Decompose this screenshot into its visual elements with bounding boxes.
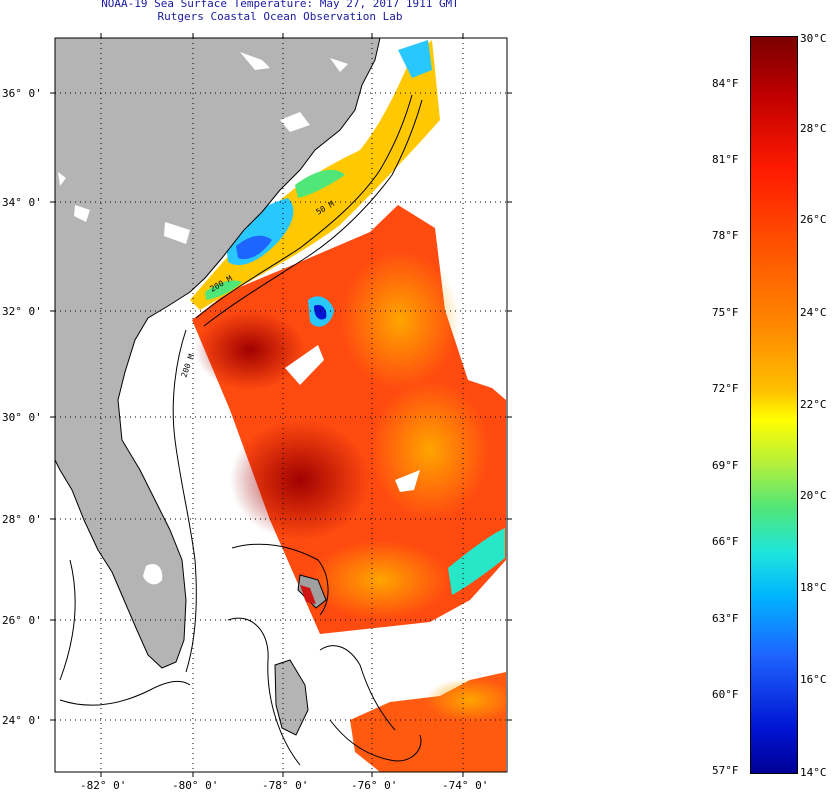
colorbar-fahrenheit-label: 69°F xyxy=(712,459,739,472)
colorbar-celsius-label: 16°C xyxy=(800,673,827,686)
colorbar-fahrenheit-label: 75°F xyxy=(712,306,739,319)
graticule xyxy=(55,38,507,772)
lat-label-30: 30° 0' xyxy=(2,411,42,424)
lat-label-26: 26° 0' xyxy=(2,614,42,627)
colorbar-fahrenheit-label: 57°F xyxy=(712,764,739,777)
sst-swath xyxy=(192,205,507,772)
map-title: NOAA-19 Sea Surface Temperature: May 27,… xyxy=(101,0,459,10)
colorbar-celsius-label: 24°C xyxy=(800,306,827,319)
lon-label-80: -80° 0' xyxy=(172,779,219,792)
isobath-label: 200 M xyxy=(179,353,196,379)
colorbar-celsius-label: 22°C xyxy=(800,398,827,411)
colorbar-celsius-label: 18°C xyxy=(800,581,827,594)
lat-label-32: 32° 0' xyxy=(2,305,42,318)
bathymetry-contours xyxy=(59,94,423,766)
colorbar-fahrenheit-label: 84°F xyxy=(712,77,739,90)
colorbar-celsius-label: 14°C xyxy=(800,766,827,779)
axis-ticks xyxy=(50,33,512,777)
colorbar-fahrenheit-label: 60°F xyxy=(712,688,739,701)
land-mass xyxy=(55,38,381,736)
lat-label-34: 34° 0' xyxy=(2,196,42,209)
colorbar-fahrenheit-label: 66°F xyxy=(712,535,739,548)
colorbar-celsius-label: 26°C xyxy=(800,213,827,226)
temperature-colorbar xyxy=(750,36,798,774)
lat-label-36: 36° 0' xyxy=(2,87,42,100)
lon-label-76: -76° 0' xyxy=(351,779,398,792)
colorbar-celsius-label: 28°C xyxy=(800,122,827,135)
colorbar-fahrenheit-label: 63°F xyxy=(712,612,739,625)
lon-label-78: -78° 0' xyxy=(262,779,309,792)
lat-label-24: 24° 0' xyxy=(2,714,42,727)
map-subtitle: Rutgers Coastal Ocean Observation Lab xyxy=(157,10,403,23)
map-frame-border xyxy=(54,37,508,773)
colorbar-celsius-label: 30°C xyxy=(800,32,827,45)
colorbar-fahrenheit-label: 72°F xyxy=(712,382,739,395)
colorbar-fahrenheit-label: 78°F xyxy=(712,229,739,242)
cloud-patches xyxy=(58,52,420,492)
lat-label-28: 28° 0' xyxy=(2,513,42,526)
lon-label-82: -82° 0' xyxy=(80,779,127,792)
lon-label-74: -74° 0' xyxy=(442,779,489,792)
colorbar-celsius-label: 20°C xyxy=(800,489,827,502)
coastal-band xyxy=(190,40,505,595)
colorbar-fahrenheit-label: 81°F xyxy=(712,153,739,166)
